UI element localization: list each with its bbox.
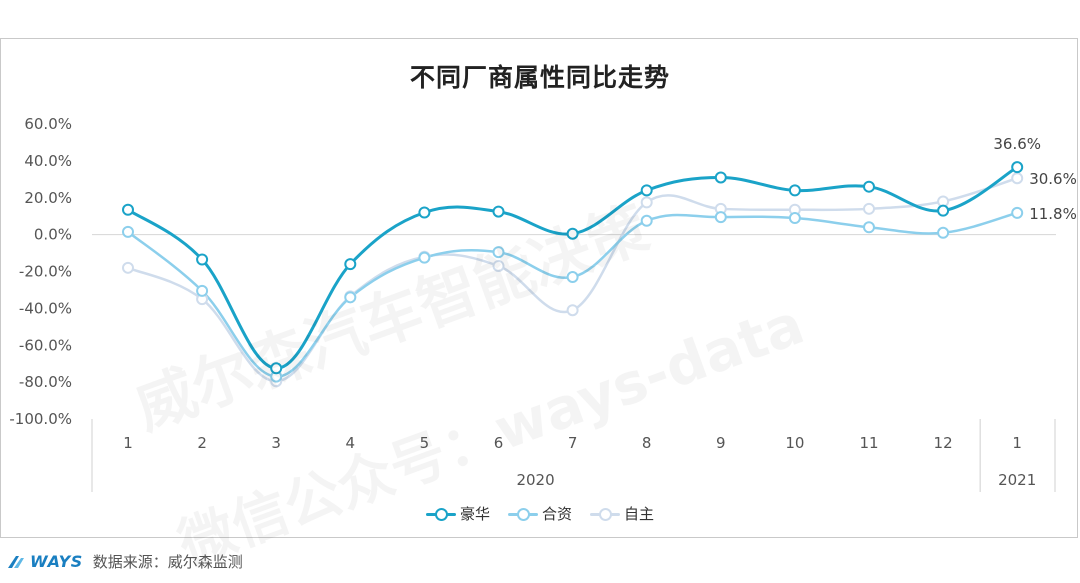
chart-legend: 豪华 合资 自主: [0, 503, 1080, 524]
y-tick-label: -20.0%: [19, 263, 72, 281]
legend-marker: [516, 507, 530, 521]
x-tick-label: 7: [568, 434, 578, 452]
legend-item-joint-venture[interactable]: 合资: [507, 503, 572, 524]
data-label: 11.8%: [1029, 205, 1077, 223]
chart-frame: [0, 38, 1078, 538]
x-group-label: 2021: [998, 471, 1036, 489]
data-point: [714, 211, 727, 224]
data-point: [270, 362, 283, 375]
x-tick-label: 12: [934, 434, 953, 452]
data-point: [122, 203, 134, 216]
y-tick-label: -40.0%: [19, 299, 72, 317]
legend-item-luxury[interactable]: 豪华: [425, 503, 490, 524]
data-point: [418, 251, 431, 264]
data-label: 36.6%: [993, 135, 1041, 153]
y-tick-label: -100.0%: [9, 410, 72, 428]
legend-item-domestic[interactable]: 自主: [590, 503, 654, 524]
x-tick-label: 1: [1012, 434, 1022, 452]
data-point: [344, 258, 357, 271]
data-point: [937, 226, 950, 239]
y-tick-label: 60.0%: [24, 115, 72, 133]
x-tick-label: 4: [346, 434, 356, 452]
data-point: [863, 180, 875, 193]
y-tick-label: -80.0%: [19, 373, 72, 391]
x-tick-label: 3: [271, 434, 281, 452]
data-point: [640, 184, 653, 197]
y-tick-label: -60.0%: [19, 336, 72, 354]
legend-swatch-joint-venture: [507, 507, 538, 521]
data-source: 数据来源：威尔森监测: [92, 553, 243, 571]
data-point: [1011, 206, 1024, 219]
data-point: [492, 259, 505, 272]
legend-swatch-domestic: [590, 507, 620, 521]
data-point: [566, 227, 579, 240]
data-point: [122, 261, 134, 274]
x-tick-label: 8: [642, 434, 652, 452]
data-point: [344, 291, 357, 304]
legend-marker: [599, 507, 612, 521]
footer: WAYS 数据来源：威尔森监测: [6, 551, 243, 572]
ways-logo-icon: [8, 555, 24, 568]
x-tick-label: 1: [123, 434, 133, 452]
x-tick-label: 11: [859, 434, 878, 452]
ways-logo-text: WAYS: [30, 552, 83, 571]
data-point: [788, 184, 801, 197]
data-point: [863, 202, 875, 215]
data-point: [863, 221, 875, 234]
series-line-0: [126, 165, 1019, 370]
data-point: [640, 214, 653, 227]
ways-logo: WAYS: [6, 552, 83, 571]
legend-label: 豪华: [459, 505, 490, 523]
series-line-1: [126, 211, 1019, 378]
data-point: [122, 225, 134, 238]
legend-swatch-luxury: [425, 507, 456, 521]
data-point: [640, 196, 653, 209]
y-tick-label: 40.0%: [24, 152, 72, 170]
data-point: [1011, 172, 1024, 185]
legend-marker: [434, 507, 448, 521]
x-tick-label: 6: [494, 434, 504, 452]
data-label: 30.6%: [1029, 170, 1077, 188]
data-point: [788, 212, 801, 225]
y-tick-label: 0.0%: [34, 226, 72, 244]
chart-title: 不同厂商属性同比走势: [409, 63, 670, 92]
x-tick-label: 2: [197, 434, 207, 452]
data-point: [418, 206, 431, 219]
x-group-label: 2020: [516, 471, 554, 489]
data-point: [196, 253, 209, 266]
data-point: [1011, 161, 1024, 174]
x-tick-label: 5: [420, 434, 430, 452]
data-point: [714, 171, 727, 184]
x-tick-label: 10: [785, 434, 804, 452]
data-point: [492, 246, 505, 259]
data-point: [937, 204, 950, 217]
y-tick-label: 20.0%: [24, 189, 72, 207]
legend-label: 合资: [541, 505, 572, 523]
data-point: [566, 271, 579, 284]
data-point: [566, 304, 579, 317]
x-tick-label: 9: [716, 434, 726, 452]
legend-label: 自主: [624, 505, 655, 523]
data-point: [196, 284, 209, 297]
data-point: [492, 205, 505, 218]
